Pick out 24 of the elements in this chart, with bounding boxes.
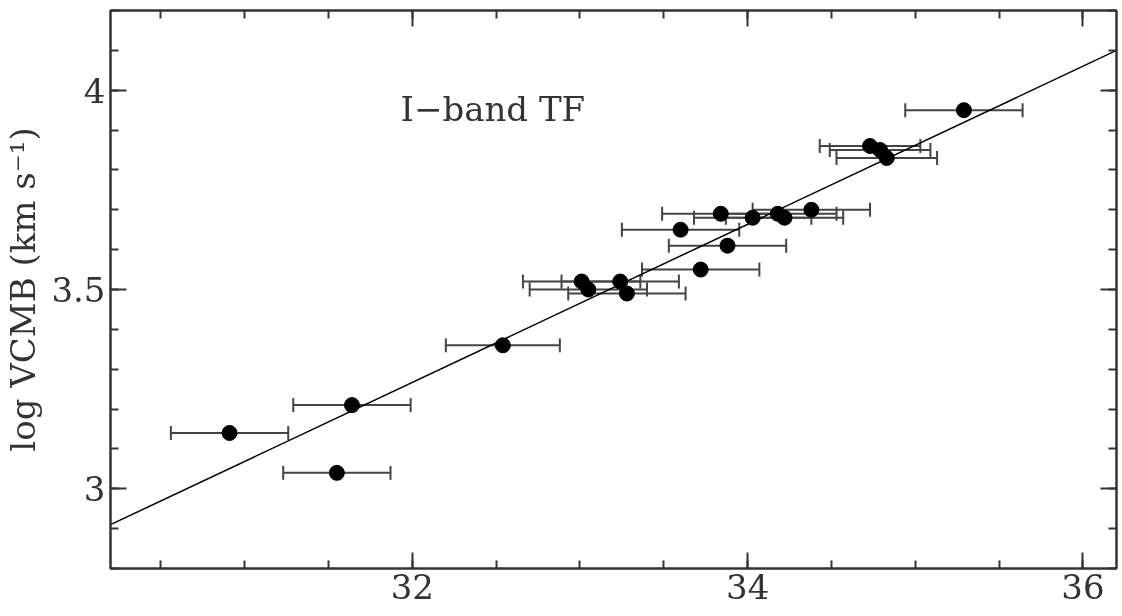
x-tick-label: 34 <box>726 566 770 607</box>
point <box>692 261 709 278</box>
point <box>580 281 597 298</box>
point <box>221 425 238 441</box>
point <box>343 397 360 414</box>
point <box>672 221 689 238</box>
x-tick-label: 32 <box>390 566 434 607</box>
y-tick-label: 4 <box>83 70 106 111</box>
x-tick-label: 36 <box>1061 566 1105 607</box>
point <box>494 337 511 354</box>
point <box>618 285 635 302</box>
point <box>878 149 895 166</box>
point <box>712 205 729 222</box>
point <box>803 201 820 218</box>
point <box>744 209 761 226</box>
point <box>955 102 972 119</box>
point <box>612 273 629 290</box>
point <box>719 237 736 254</box>
y-tick-label: 3 <box>83 469 106 510</box>
point <box>776 209 793 226</box>
annotation: I−band TF <box>400 88 586 129</box>
y-axis-title: log VCMB (km s⁻¹) <box>3 127 44 452</box>
point <box>328 464 345 481</box>
y-tick-label: 3.5 <box>51 270 106 310</box>
